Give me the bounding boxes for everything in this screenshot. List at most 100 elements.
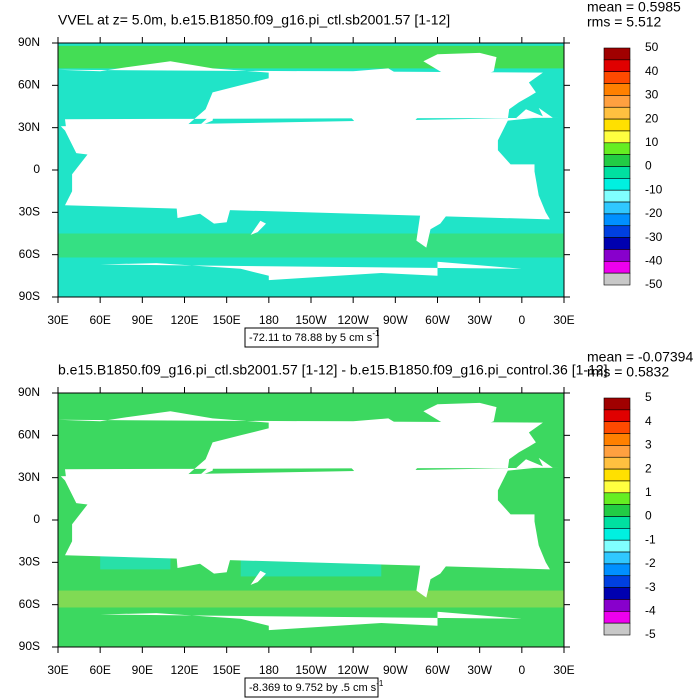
colorbar-label: 20 <box>645 111 659 125</box>
colorbar-label: -10 <box>645 182 663 196</box>
lon-tick-label: 30W <box>467 313 492 327</box>
colorbar-label: 2 <box>645 461 652 475</box>
colorbar-box <box>603 492 631 505</box>
land <box>198 112 214 127</box>
colorbar-label: 30 <box>645 88 659 102</box>
lon-tick-label: 60W <box>425 663 450 677</box>
lat-tick-label: 30N <box>18 120 40 134</box>
panel: VVEL at z= 5.0m, b.e15.B1850.f09_g16.pi_… <box>7 0 681 348</box>
lon-tick-label: 30E <box>47 663 68 677</box>
colorbar-box <box>603 130 631 144</box>
land <box>169 160 184 176</box>
lat-tick-label: 90N <box>18 385 40 399</box>
lat-tick-label: 90S <box>19 639 40 653</box>
colorbar-box <box>603 213 631 227</box>
colorbar-label: -50 <box>645 277 663 291</box>
lon-tick-label: 30E <box>553 663 574 677</box>
colorbar-label: -20 <box>645 206 663 220</box>
colorbar-box <box>603 575 631 588</box>
lat-tick-label: 60S <box>19 247 40 261</box>
land <box>513 438 524 450</box>
lon-tick-label: 180 <box>259 313 279 327</box>
colorbar-label: 1 <box>645 485 652 499</box>
land <box>58 61 562 168</box>
land <box>149 162 165 179</box>
mean-label: mean = -0.07394 <box>587 349 693 365</box>
lat-tick-label: 30S <box>19 555 40 569</box>
land <box>268 68 445 159</box>
range-label: -72.11 to 78.88 by 5 cm s-1 <box>249 329 380 344</box>
colorbar-box <box>603 445 631 458</box>
land <box>7 88 17 99</box>
lat-tick-label: 0 <box>33 512 40 526</box>
lon-tick-label: 120W <box>337 313 369 327</box>
lon-tick-label: 180 <box>259 663 279 677</box>
colorbar-box <box>603 142 631 155</box>
lon-tick-label: 120W <box>337 663 369 677</box>
land <box>77 186 87 206</box>
map-field <box>7 43 564 297</box>
colorbar-box <box>603 118 631 132</box>
colorbar-box <box>603 260 631 274</box>
colorbar-label: -5 <box>645 627 656 641</box>
colorbar-box <box>603 249 631 262</box>
lon-tick-label: 60W <box>425 313 450 327</box>
colorbar-box <box>603 504 631 517</box>
land <box>0 612 16 647</box>
colorbar-box <box>603 237 631 250</box>
lon-tick-label: 150W <box>295 663 327 677</box>
colorbar-box <box>603 528 631 541</box>
colorbar-box <box>603 563 631 577</box>
colorbar-label: 3 <box>645 438 652 452</box>
colorbar-label: -1 <box>645 532 656 546</box>
range-text: -8.369 to 9.752 by .5 cm s <box>249 682 377 694</box>
land <box>77 536 87 556</box>
colorbar-box <box>603 106 631 120</box>
lat-tick-label: 0 <box>33 162 40 176</box>
lon-tick-label: 30E <box>47 313 68 327</box>
colorbar-box <box>603 409 631 423</box>
lat-tick-label: 90S <box>19 289 40 303</box>
map-field <box>0 393 564 647</box>
colorbar-box <box>603 154 631 167</box>
colorbar-box <box>603 516 631 529</box>
panel-title: VVEL at z= 5.0m, b.e15.B1850.f09_g16.pi_… <box>58 12 450 28</box>
land <box>250 220 266 235</box>
colorbar-box <box>603 83 631 96</box>
land <box>250 570 266 585</box>
lat-tick-label: 60N <box>18 78 40 92</box>
lon-tick-label: 60E <box>89 663 110 677</box>
land <box>513 88 524 100</box>
colorbar-box <box>603 456 631 470</box>
field-band <box>58 233 564 258</box>
field-band <box>58 590 564 608</box>
colorbar-box <box>603 433 631 446</box>
lon-tick-label: 30W <box>467 663 492 677</box>
colorbar-box <box>603 610 631 624</box>
lat-tick-label: 30N <box>18 470 40 484</box>
lon-tick-label: 0 <box>518 663 525 677</box>
land <box>176 535 231 574</box>
rms-label: rms = 0.5832 <box>587 364 669 380</box>
colorbar-box <box>603 166 631 179</box>
lon-tick-label: 90E <box>132 313 153 327</box>
colorbar-box <box>603 622 631 636</box>
colorbar-label: 5 <box>645 390 652 404</box>
lon-tick-label: 150E <box>213 663 241 677</box>
lon-tick-label: 30E <box>553 313 574 327</box>
colorbar-label: 10 <box>645 135 659 149</box>
land <box>176 185 231 224</box>
range-box <box>244 677 379 698</box>
colorbar-box <box>603 421 631 434</box>
land <box>200 521 227 533</box>
range-unit-exponent: -1 <box>372 329 380 338</box>
land <box>408 504 473 598</box>
colorbar-box <box>603 587 631 600</box>
colorbar-box <box>603 539 631 553</box>
land <box>423 402 497 436</box>
panel: b.e15.B1850.f09_g16.pi_ctl.sb2001.57 [1-… <box>0 349 693 698</box>
lat-tick-label: 30S <box>19 205 40 219</box>
lat-tick-label: 60S <box>19 597 40 611</box>
